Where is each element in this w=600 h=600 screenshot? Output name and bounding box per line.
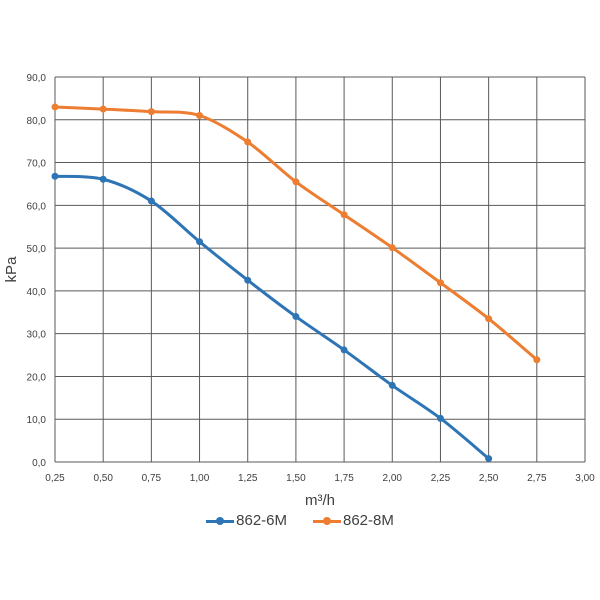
x-axis-title: m³/h [305,492,335,509]
legend-swatch-862-6M [206,515,235,527]
x-tick-label: 2,50 [479,473,499,484]
legend-label-862-6M: 862-6M [236,512,287,529]
y-tick-label: 40,0 [27,287,47,298]
data-point-862-8M [485,315,493,323]
x-tick-label: 1,00 [190,473,210,484]
y-tick-label: 60,0 [27,201,47,212]
data-point-862-8M [147,108,155,116]
x-tick-label: 3,00 [575,473,595,484]
legend-swatch-862-8M [313,515,341,527]
y-tick-label: 80,0 [27,116,47,127]
y-tick-label: 30,0 [27,330,47,341]
legend-item-862-8M: 862-8M [313,512,394,529]
x-tick-label: 0,75 [142,473,162,484]
data-point-862-6M [51,172,59,180]
y-tick-label: 50,0 [27,244,47,255]
x-tick-label: 0,25 [45,473,65,484]
data-point-862-6M [485,455,493,463]
x-tick-label: 0,50 [93,473,113,484]
y-tick-label: 70,0 [27,159,47,170]
x-tick-label: 1,25 [238,473,258,484]
series-line-862-6M [54,174,490,460]
data-point-862-6M [340,346,348,354]
legend: 862-6M 862-8M [0,512,600,529]
y-tick-label: 20,0 [27,372,47,383]
data-point-862-8M [99,105,107,113]
data-point-862-8M [244,138,252,146]
x-tick-label: 2,75 [527,473,547,484]
data-point-862-8M [196,112,204,119]
data-point-862-8M [292,178,300,186]
data-point-862-6M [436,414,444,422]
data-point-862-6M [292,313,300,321]
x-tick-label: 2,25 [431,473,451,484]
data-point-862-6M [147,197,155,205]
data-point-862-8M [436,279,444,287]
data-point-862-8M [388,244,396,252]
data-point-862-8M [340,211,348,219]
data-point-862-6M [99,175,107,183]
legend-label-862-8M: 862-8M [343,512,394,529]
x-tick-label: 1,50 [286,473,306,484]
legend-item-862-6M: 862-6M [206,512,287,529]
y-tick-label: 0,0 [32,458,46,469]
data-point-862-8M [533,356,541,364]
y-tick-label: 10,0 [27,415,47,426]
x-tick-label: 2,00 [383,473,403,484]
data-point-862-6M [388,381,396,389]
y-axis-title: kPa [3,256,20,283]
x-tick-label: 1,75 [334,473,354,484]
data-point-862-8M [51,103,59,111]
data-point-862-6M [196,238,204,246]
data-point-862-6M [244,276,252,284]
y-tick-label: 90,0 [27,73,47,84]
